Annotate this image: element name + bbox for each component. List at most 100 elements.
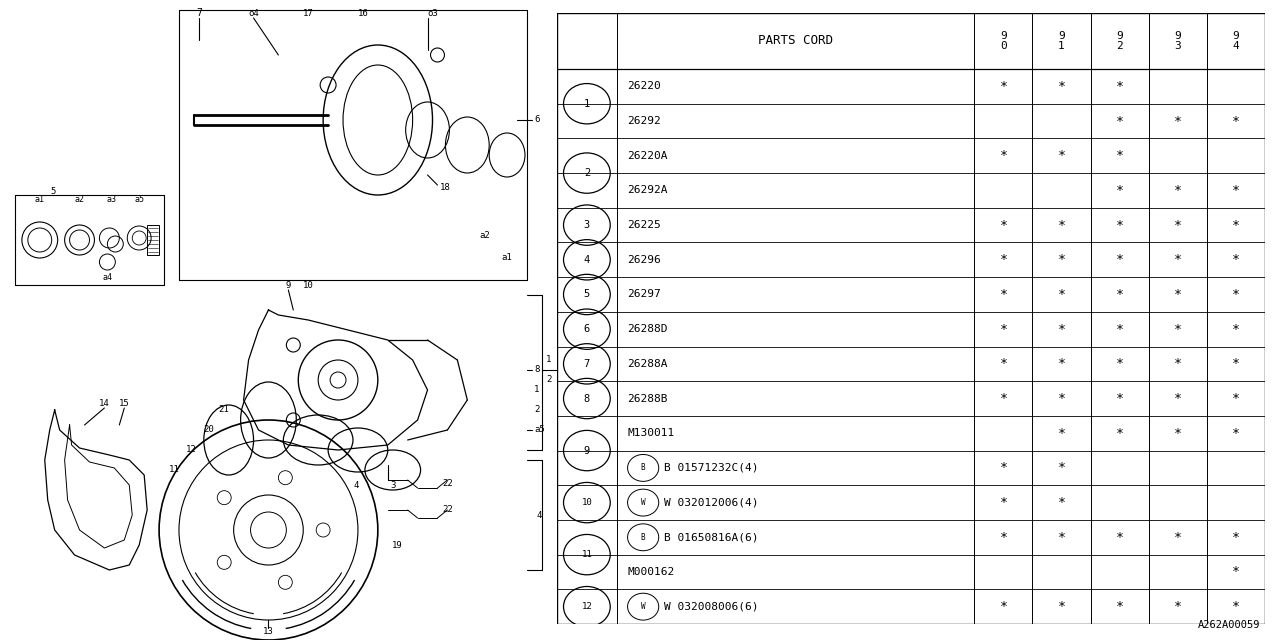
Text: *: *	[1231, 253, 1239, 266]
Text: W: W	[641, 602, 645, 611]
Text: 26292A: 26292A	[627, 186, 668, 195]
Text: *: *	[1000, 253, 1007, 266]
Text: *: *	[1057, 219, 1065, 232]
Text: 22: 22	[442, 479, 453, 488]
Text: *: *	[1116, 253, 1124, 266]
Text: 16: 16	[357, 8, 369, 17]
Text: 9
1: 9 1	[1059, 31, 1065, 51]
Text: *: *	[1174, 288, 1181, 301]
Text: *: *	[1231, 115, 1239, 127]
Text: *: *	[1174, 115, 1181, 127]
Text: *: *	[1057, 357, 1065, 371]
Text: 21: 21	[219, 406, 229, 415]
Text: a2: a2	[74, 195, 84, 205]
Text: 11: 11	[581, 550, 593, 559]
Text: 9
2: 9 2	[1116, 31, 1123, 51]
Text: W: W	[641, 498, 645, 507]
Text: 26288D: 26288D	[627, 324, 668, 334]
Text: 5: 5	[584, 289, 590, 300]
Text: *: *	[1057, 600, 1065, 613]
Text: *: *	[1000, 288, 1007, 301]
Text: 6: 6	[584, 324, 590, 334]
Text: a1: a1	[35, 195, 45, 205]
Text: a3: a3	[106, 195, 116, 205]
Text: 12: 12	[186, 445, 196, 454]
Text: 2: 2	[547, 376, 552, 385]
Text: 17: 17	[303, 8, 314, 17]
Text: 4: 4	[353, 481, 358, 490]
Text: 1: 1	[547, 355, 552, 365]
Text: *: *	[1000, 531, 1007, 544]
Text: 11: 11	[169, 465, 179, 474]
Text: 13: 13	[264, 627, 274, 637]
Text: B: B	[641, 532, 645, 542]
Text: *: *	[1231, 323, 1239, 335]
Text: W 032008006(6): W 032008006(6)	[664, 602, 759, 612]
Text: a1: a1	[502, 253, 512, 262]
Text: *: *	[1231, 427, 1239, 440]
Text: *: *	[1057, 461, 1065, 474]
Text: 26225: 26225	[627, 220, 662, 230]
Text: *: *	[1000, 149, 1007, 163]
Text: 3: 3	[390, 481, 396, 490]
Text: *: *	[1000, 461, 1007, 474]
Text: 26292: 26292	[627, 116, 662, 126]
Text: 10: 10	[303, 280, 314, 289]
Text: B: B	[641, 463, 645, 472]
Text: *: *	[1231, 392, 1239, 405]
Text: *: *	[1116, 149, 1124, 163]
Text: *: *	[1116, 531, 1124, 544]
Text: *: *	[1174, 184, 1181, 197]
Text: 26220A: 26220A	[627, 151, 668, 161]
Text: 26220: 26220	[627, 81, 662, 92]
Text: o3: o3	[428, 8, 438, 17]
Text: *: *	[1116, 288, 1124, 301]
Text: 9: 9	[584, 445, 590, 456]
Text: *: *	[1174, 253, 1181, 266]
Text: 1: 1	[534, 385, 539, 394]
Text: 26288A: 26288A	[627, 359, 668, 369]
Text: *: *	[1116, 184, 1124, 197]
Text: 10: 10	[581, 498, 593, 507]
Text: B 01650816A(6): B 01650816A(6)	[664, 532, 759, 542]
Text: *: *	[1174, 323, 1181, 335]
Text: *: *	[1116, 427, 1124, 440]
Text: 14: 14	[99, 399, 110, 408]
Bar	[147, 225, 159, 255]
Text: *: *	[1000, 392, 1007, 405]
Text: *: *	[1116, 357, 1124, 371]
Text: *: *	[1116, 115, 1124, 127]
Text: M000162: M000162	[627, 567, 675, 577]
Text: *: *	[1057, 496, 1065, 509]
Text: a2: a2	[480, 230, 490, 239]
Text: 26288B: 26288B	[627, 394, 668, 404]
Text: 6: 6	[534, 115, 539, 125]
Text: *: *	[1057, 427, 1065, 440]
Text: W 032012006(4): W 032012006(4)	[664, 498, 759, 508]
Text: 18: 18	[439, 184, 451, 193]
Text: 15: 15	[119, 399, 129, 408]
Text: *: *	[1000, 80, 1007, 93]
Text: *: *	[1057, 253, 1065, 266]
Text: *: *	[1057, 531, 1065, 544]
Text: *: *	[1174, 357, 1181, 371]
Text: *: *	[1231, 357, 1239, 371]
Text: *: *	[1174, 600, 1181, 613]
Text: 4: 4	[536, 511, 543, 520]
Text: *: *	[1231, 219, 1239, 232]
Text: *: *	[1000, 496, 1007, 509]
Text: 26297: 26297	[627, 289, 662, 300]
Text: *: *	[1116, 600, 1124, 613]
Text: *: *	[1057, 80, 1065, 93]
Text: 1: 1	[584, 99, 590, 109]
Text: *: *	[1231, 600, 1239, 613]
Text: *: *	[1231, 531, 1239, 544]
Text: *: *	[1116, 323, 1124, 335]
Text: *: *	[1057, 323, 1065, 335]
Text: 4: 4	[584, 255, 590, 265]
Text: *: *	[1057, 392, 1065, 405]
Text: *: *	[1000, 219, 1007, 232]
Text: 8: 8	[584, 394, 590, 404]
Text: o4: o4	[248, 8, 259, 17]
Text: 9
3: 9 3	[1174, 31, 1181, 51]
